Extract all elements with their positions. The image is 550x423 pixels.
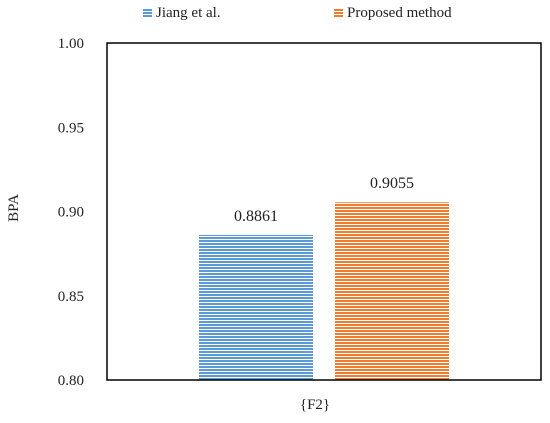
legend: Jiang et al. Proposed method (143, 5, 452, 21)
y-tick-label: 0.95 (58, 120, 84, 136)
bars (199, 202, 449, 380)
y-axis-label: BPA (6, 194, 22, 222)
x-category-label: {F2} (300, 397, 330, 413)
plot-area-frame (106, 42, 542, 381)
bar-jiang (199, 234, 313, 380)
data-label-proposed: 0.9055 (370, 175, 414, 192)
legend-swatch-jiang (143, 8, 152, 17)
y-tick-label: 1.00 (58, 36, 84, 52)
legend-label-proposed: Proposed method (347, 5, 452, 21)
legend-swatch-proposed (334, 8, 343, 17)
y-tick-label: 0.85 (58, 289, 84, 305)
y-tick-label: 0.80 (58, 373, 84, 389)
legend-label-jiang: Jiang et al. (156, 5, 221, 21)
bar-proposed (335, 202, 449, 380)
y-axis-ticks: 0.80 0.85 0.90 0.95 1.00 (58, 36, 84, 389)
y-tick-label: 0.90 (58, 205, 84, 221)
data-label-jiang: 0.8861 (234, 208, 278, 225)
